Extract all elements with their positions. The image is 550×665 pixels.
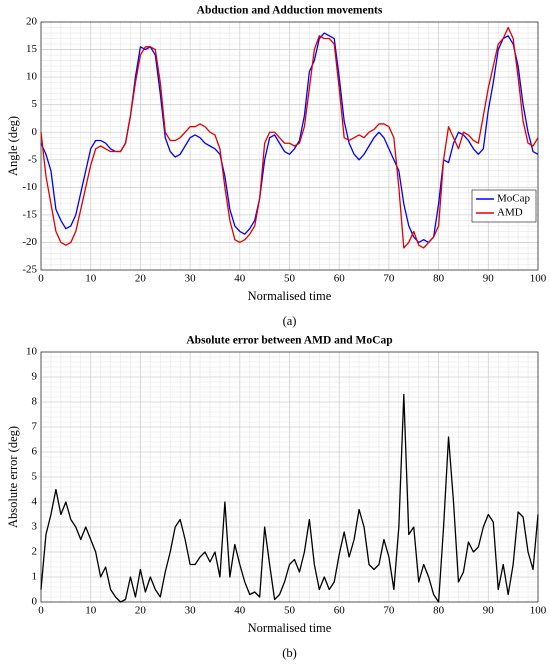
y-tick-label: 8 bbox=[32, 396, 38, 408]
y-tick-label: 9 bbox=[32, 371, 38, 383]
y-tick-label: 10 bbox=[26, 346, 38, 358]
x-tick-label: 40 bbox=[234, 273, 246, 285]
y-tick-label: 2 bbox=[32, 546, 38, 558]
y-tick-label: 15 bbox=[26, 43, 38, 55]
x-axis-label: Normalised time bbox=[248, 289, 332, 303]
caption: (a) bbox=[283, 314, 297, 328]
x-tick-label: 70 bbox=[383, 273, 395, 285]
legend-box bbox=[471, 189, 537, 223]
x-tick-label: 100 bbox=[530, 605, 547, 617]
data-line bbox=[40, 393, 539, 603]
chart-title: Abduction and Adduction movements bbox=[197, 5, 383, 17]
x-tick-label: 20 bbox=[135, 605, 147, 617]
y-tick-label: 4 bbox=[32, 496, 38, 508]
x-tick-label: 60 bbox=[334, 605, 346, 617]
y-tick-label: 5 bbox=[32, 471, 38, 483]
x-tick-label: 0 bbox=[38, 605, 44, 617]
x-tick-label: 80 bbox=[433, 605, 445, 617]
x-tick-label: 0 bbox=[38, 273, 44, 285]
x-tick-label: 40 bbox=[234, 605, 246, 617]
y-tick-label: -25 bbox=[22, 264, 37, 276]
x-tick-label: 50 bbox=[284, 273, 296, 285]
x-tick-label: 60 bbox=[334, 273, 346, 285]
caption: (b) bbox=[282, 646, 297, 660]
y-axis-label: Angle (deg) bbox=[6, 116, 20, 176]
x-tick-label: 50 bbox=[284, 605, 296, 617]
x-tick-label: 10 bbox=[85, 273, 97, 285]
y-tick-label: 6 bbox=[32, 446, 38, 458]
y-tick-label: 0 bbox=[32, 126, 38, 138]
x-tick-label: 30 bbox=[185, 605, 197, 617]
y-tick-label: 7 bbox=[32, 421, 38, 433]
x-tick-label: 80 bbox=[433, 273, 445, 285]
legend-label: AMD bbox=[497, 207, 523, 219]
plot-frame bbox=[40, 351, 539, 603]
x-tick-label: 20 bbox=[135, 273, 147, 285]
y-tick-label: -20 bbox=[22, 236, 37, 248]
y-tick-label: 5 bbox=[32, 98, 38, 110]
y-tick-label: 0 bbox=[32, 596, 38, 608]
y-tick-label: -5 bbox=[28, 153, 38, 165]
y-tick-label: -10 bbox=[22, 181, 37, 193]
y-tick-label: 10 bbox=[26, 71, 38, 83]
x-tick-label: 90 bbox=[483, 273, 495, 285]
plot-frame bbox=[40, 21, 539, 271]
x-tick-label: 10 bbox=[85, 605, 97, 617]
chart-title: Absolute error between AMD and MoCap bbox=[186, 335, 392, 347]
x-tick-label: 100 bbox=[530, 273, 547, 285]
x-tick-label: 90 bbox=[483, 605, 495, 617]
x-tick-label: 70 bbox=[383, 605, 395, 617]
y-tick-label: 1 bbox=[32, 571, 38, 583]
x-tick-label: 30 bbox=[185, 273, 197, 285]
x-axis-label: Normalised time bbox=[248, 621, 332, 635]
data-line bbox=[40, 26, 539, 249]
y-axis-label: Absolute error (deg) bbox=[6, 426, 20, 528]
y-tick-label: 20 bbox=[26, 16, 38, 28]
legend-label: MoCap bbox=[497, 193, 531, 205]
y-tick-label: -15 bbox=[22, 208, 37, 220]
y-tick-label: 3 bbox=[32, 521, 38, 533]
